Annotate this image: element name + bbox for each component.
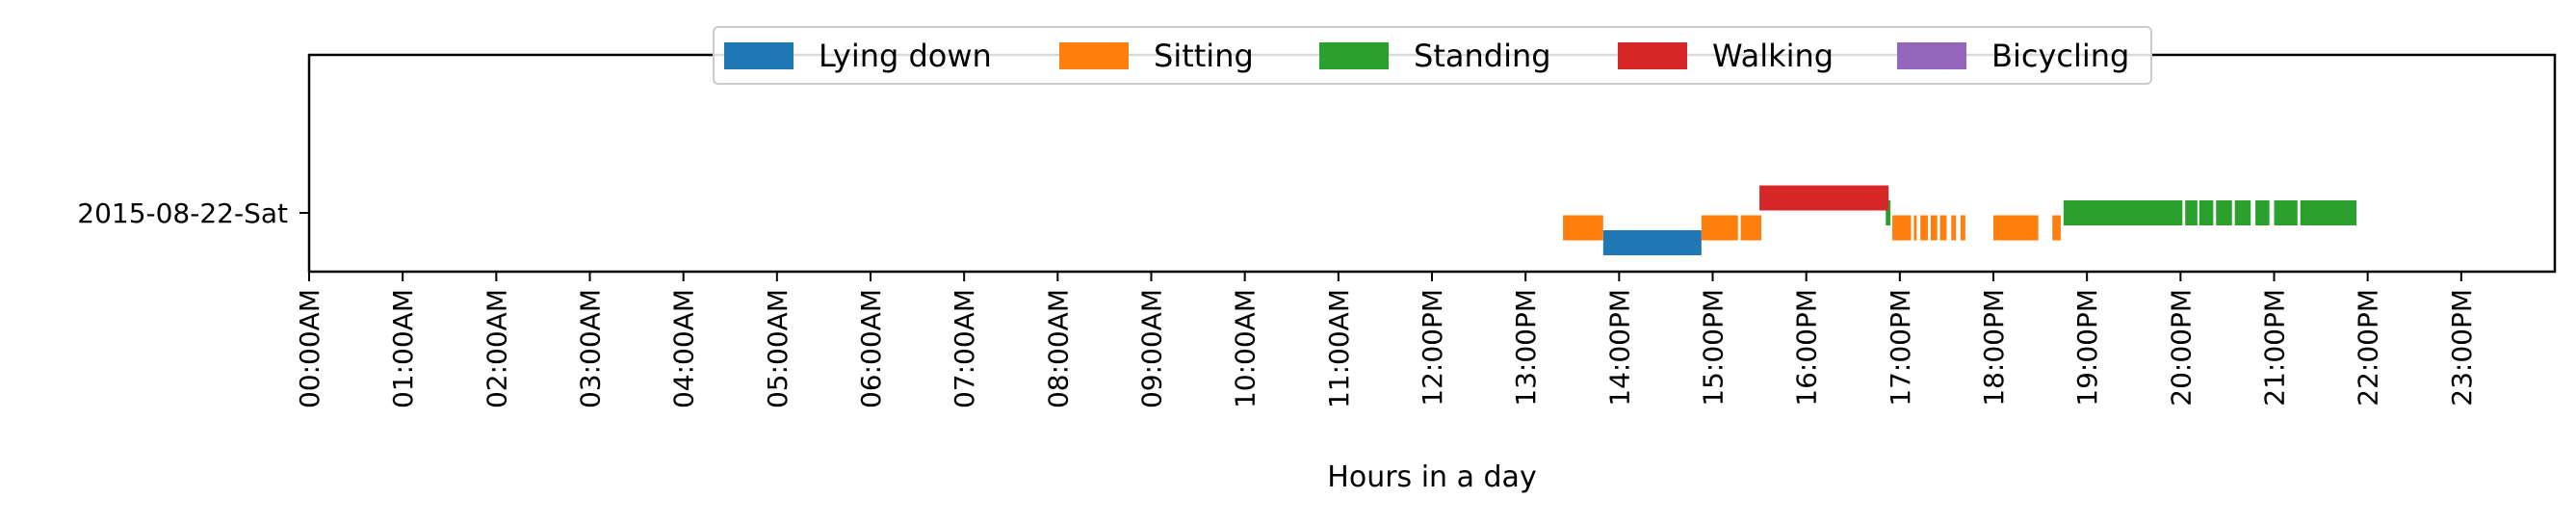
plot-area-frame xyxy=(307,53,2557,274)
x-tick-label: 15:00PM xyxy=(1698,289,1730,407)
bar-sitting-5 xyxy=(1920,215,1928,241)
legend-swatch-bicycling xyxy=(1897,42,1966,69)
bar-sitting-0 xyxy=(1563,215,1603,241)
y-tick-label: 2015-08-22-Sat xyxy=(77,197,288,229)
bar-walking-0 xyxy=(1759,185,1889,211)
x-tick-label: 13:00PM xyxy=(1510,289,1542,407)
bar-sitting-3 xyxy=(1892,215,1912,241)
bar-standing-5 xyxy=(2234,200,2251,225)
bar-sitting-4 xyxy=(1913,215,1917,241)
bar-lying-down-0 xyxy=(1602,230,1702,255)
legend-label-standing: Standing xyxy=(1414,38,1551,74)
bar-sitting-10 xyxy=(1993,215,2039,241)
x-tick-label: 04:00AM xyxy=(668,289,700,408)
x-tick-label: 02:00AM xyxy=(481,289,512,408)
bar-standing-8 xyxy=(2300,200,2357,225)
legend-label-walking: Walking xyxy=(1712,38,1834,74)
x-tick-label: 11:00AM xyxy=(1323,289,1355,408)
bar-sitting-6 xyxy=(1930,215,1938,241)
x-tick-label: 07:00AM xyxy=(949,289,980,408)
x-tick-label: 19:00PM xyxy=(2071,289,2103,407)
x-tick-label: 10:00AM xyxy=(1230,289,1262,408)
x-tick-label: 03:00AM xyxy=(575,289,607,408)
x-tick-label: 16:00PM xyxy=(1791,289,1823,407)
x-axis-title: Hours in a day xyxy=(1327,460,1536,494)
bar-sitting-2 xyxy=(1740,215,1762,241)
legend-label-bicycling: Bicycling xyxy=(1991,38,2129,74)
x-tick-label: 09:00AM xyxy=(1136,289,1168,408)
legend-swatch-walking xyxy=(1618,42,1687,69)
bar-sitting-9 xyxy=(1960,215,1965,241)
x-tick-label: 00:00AM xyxy=(294,289,325,408)
x-tick-label: 06:00AM xyxy=(855,289,887,408)
bar-standing-3 xyxy=(2199,200,2214,225)
bar-sitting-1 xyxy=(1701,215,1738,241)
legend-swatch-lying-down xyxy=(724,42,794,69)
x-tick-label: 18:00PM xyxy=(1978,289,2010,407)
x-tick-label: 20:00PM xyxy=(2165,289,2197,407)
legend-label-sitting: Sitting xyxy=(1154,38,1254,74)
x-axis: 00:00AM 01:00AM 02:00AM 03:00AM 04:00AM 05:00… xyxy=(294,272,2478,408)
legend: Lying down Sitting Standing Walking Bicyclin… xyxy=(713,26,2152,85)
bars-layer xyxy=(1563,185,2357,255)
x-tick-label: 05:00AM xyxy=(762,289,794,408)
bar-standing-1 xyxy=(2063,200,2183,225)
legend-swatch-sitting xyxy=(1059,42,1129,69)
bar-sitting-8 xyxy=(1951,215,1957,241)
x-tick-label: 17:00PM xyxy=(1885,289,1916,407)
x-tick-label: 23:00PM xyxy=(2446,289,2478,407)
x-tick-label: 22:00PM xyxy=(2353,289,2384,407)
bar-standing-6 xyxy=(2255,200,2270,225)
y-axis: 2015-08-22-Sat xyxy=(77,197,309,229)
bar-standing-0 xyxy=(1886,200,1891,225)
x-tick-label: 01:00AM xyxy=(387,289,419,408)
x-tick-label: 08:00AM xyxy=(1042,289,1074,408)
x-tick-label: 12:00PM xyxy=(1417,289,1448,407)
bar-standing-7 xyxy=(2274,200,2298,225)
x-tick-label: 14:00PM xyxy=(1603,289,1635,407)
bar-standing-4 xyxy=(2216,200,2232,225)
bar-sitting-11 xyxy=(2052,215,2061,241)
bar-standing-2 xyxy=(2185,200,2198,225)
legend-label-lying-down: Lying down xyxy=(819,38,992,74)
legend-swatch-standing xyxy=(1319,42,1389,69)
bar-sitting-7 xyxy=(1939,215,1947,241)
x-tick-label: 21:00PM xyxy=(2259,289,2291,407)
legend-box xyxy=(713,26,2152,85)
